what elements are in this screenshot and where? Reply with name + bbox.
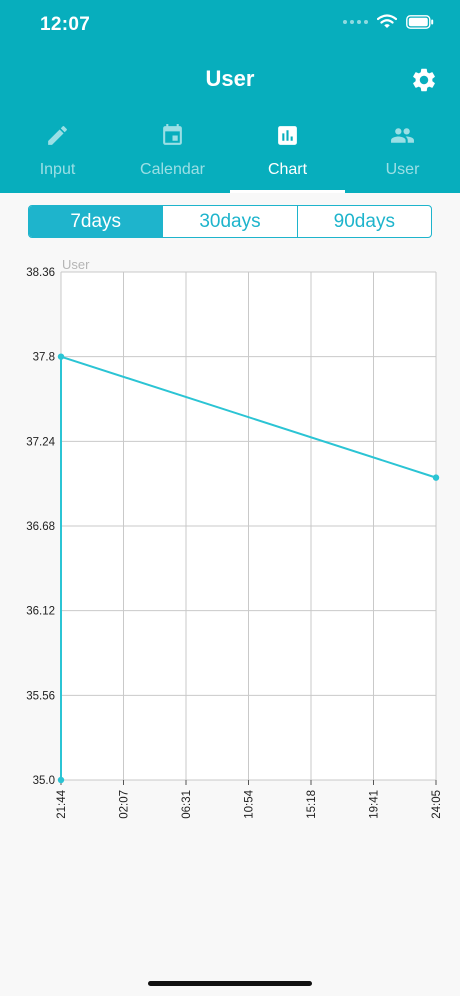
wifi-icon [377, 14, 397, 28]
tab-user-label: User [385, 161, 420, 178]
tab-calendar[interactable]: Calendar [115, 118, 230, 193]
line-chart: 38.36 37.8 37.24 36.68 36.12 35.56 35.021:44 02… [26, 257, 443, 819]
active-tab-indicator [230, 190, 345, 193]
x-tick-label: 24:05 [431, 790, 443, 819]
legend-label: User [62, 257, 90, 272]
y-tick-label: 36.12 [26, 606, 55, 618]
x-tick-label: 19:41 [369, 790, 381, 819]
calendar-icon [163, 124, 182, 145]
home-indicator[interactable] [148, 981, 312, 986]
tab-bar: Input Calendar Chart User [0, 118, 460, 193]
tab-chart[interactable]: Chart [230, 118, 345, 193]
x-tick-label: 21:44 [56, 789, 68, 818]
y-tick-label: 35.0 [33, 775, 55, 787]
range-30days-button[interactable]: 30days [162, 206, 296, 237]
range-selector: 7days 30days 90days [28, 205, 432, 238]
y-tick-label: 38.36 [26, 267, 55, 279]
x-tick-label: 10:54 [244, 789, 256, 818]
gear-icon[interactable] [410, 66, 438, 94]
signal-icon [343, 19, 368, 24]
pencil-icon [48, 126, 67, 145]
users-icon [391, 128, 414, 143]
status-icons [343, 14, 434, 29]
y-tick-label: 35.56 [26, 690, 55, 702]
tab-calendar-label: Calendar [140, 161, 205, 178]
data-point[interactable] [57, 353, 65, 360]
data-point[interactable] [57, 776, 65, 784]
bar-chart-icon [278, 126, 297, 145]
y-tick-label: 37.24 [26, 436, 55, 448]
page-title: User [205, 66, 255, 91]
app-header: 12:07 User Input [0, 0, 460, 193]
data-point[interactable] [432, 474, 440, 481]
tab-chart-label: Chart [267, 161, 308, 178]
tab-input[interactable]: Input [0, 118, 115, 193]
x-tick-label: 02:07 [119, 790, 131, 819]
battery-icon [406, 14, 434, 29]
x-tick-label: 15:18 [306, 790, 318, 819]
tab-input-label: Input [39, 161, 76, 178]
x-tick-label: 06:31 [181, 790, 193, 819]
status-bar: 12:07 [0, 0, 460, 50]
tab-user[interactable]: User [345, 118, 460, 193]
status-time: 12:07 [40, 14, 91, 35]
y-tick-label: 37.8 [33, 352, 55, 364]
range-7days-button[interactable]: 7days [29, 206, 163, 237]
range-90days-button[interactable]: 90days [296, 206, 431, 237]
y-tick-label: 36.68 [26, 521, 55, 533]
